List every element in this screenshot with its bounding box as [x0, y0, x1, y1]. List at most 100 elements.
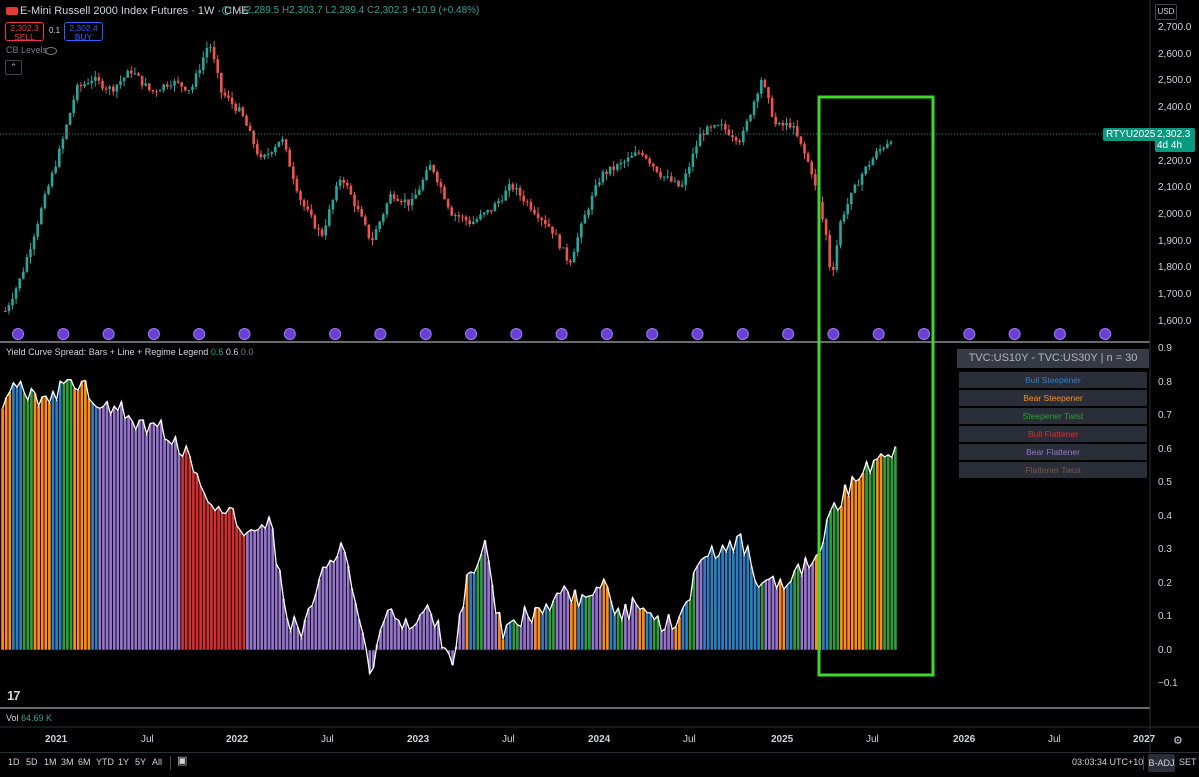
cb-levels-label[interactable]: CB Levels [6, 45, 48, 55]
calendar-icon[interactable]: ▣ [177, 755, 188, 767]
candle-body [284, 139, 288, 150]
spread-bar [310, 605, 315, 651]
spread-bar [861, 472, 865, 651]
spread-bar [263, 528, 268, 651]
spread-bar [108, 414, 113, 651]
candle-body [223, 92, 227, 96]
buy-button[interactable]: 2,302.4 BUY [64, 22, 103, 41]
spread-bar [810, 562, 815, 651]
candle-body [36, 224, 39, 237]
candle-body [140, 75, 144, 86]
flag-icon [6, 7, 18, 15]
candle-body [763, 79, 767, 88]
gear-icon[interactable]: ⚙ [1173, 735, 1183, 747]
spread-bar [735, 536, 739, 651]
candle-body [749, 114, 752, 121]
legend-row-bear-steepener: Bear Steepener [959, 390, 1147, 406]
spread-bar [123, 418, 127, 651]
spread-bar [807, 567, 811, 651]
range-1d[interactable]: 1D [8, 757, 20, 767]
range-3m[interactable]: 3M [61, 757, 74, 767]
spread-bar [713, 558, 718, 651]
candle-body [547, 223, 551, 227]
candle-body [346, 182, 349, 186]
candle-body [151, 89, 155, 92]
spread-bar [22, 392, 27, 651]
spread-bar [11, 382, 16, 651]
spread-bar [339, 542, 343, 651]
spread-bar [252, 530, 257, 651]
candle-body [115, 84, 119, 92]
market-status-icon[interactable] [222, 6, 231, 15]
range-6m[interactable]: 6M [78, 757, 91, 767]
candle-body [731, 135, 734, 138]
spread-bar [803, 557, 808, 651]
candle-body [634, 152, 637, 156]
volume-label[interactable]: Vol 64.69 K [6, 713, 52, 723]
ohlc-readout: O2,289.5 H2,303.7 L2,289.4 C2,302.3 +10.… [238, 5, 480, 16]
candle-body [90, 80, 93, 84]
range-ytd[interactable]: YTD [96, 757, 114, 767]
indicator-label[interactable]: Yield Curve Spread: Bars + Line + Regime… [6, 347, 253, 357]
spread-bar [529, 622, 534, 651]
candle-body [97, 77, 101, 81]
spread-bar [400, 628, 405, 651]
candle-body [281, 139, 284, 142]
candle-body [691, 153, 695, 167]
collapse-icon[interactable]: ⌃ [5, 60, 22, 75]
earnings-marker-icon [238, 328, 251, 340]
spread-line [1, 378, 897, 676]
spread-bar [839, 505, 844, 651]
candle-body [788, 122, 792, 128]
range-all[interactable]: All [152, 757, 163, 767]
candle-body [745, 120, 749, 131]
sell-button[interactable]: 2,302.3 SELL [5, 22, 44, 41]
tradingview-logo[interactable]: 17 [7, 688, 21, 703]
candle-body [227, 95, 230, 98]
spread-bar [151, 422, 156, 651]
spread-bar [583, 597, 588, 651]
range-1m[interactable]: 1M [44, 757, 57, 767]
spread-bar [709, 545, 714, 651]
candle-body [205, 48, 209, 58]
spread-bar [749, 565, 754, 651]
candle-body [396, 199, 399, 201]
candle-body [248, 125, 252, 131]
candle-body [554, 233, 558, 235]
earnings-marker-icon [283, 328, 296, 340]
eye-icon[interactable] [45, 47, 57, 55]
candle-body [328, 209, 331, 226]
symbol-title[interactable]: E-Mini Russell 2000 Index Futures · 1W ·… [20, 5, 249, 17]
back-adjust-button[interactable]: B-ADJ [1148, 754, 1175, 772]
spread-bar [558, 593, 563, 651]
settlement-button[interactable]: SET [1179, 757, 1197, 767]
range-5y[interactable]: 5Y [135, 757, 147, 767]
candle-body [461, 216, 464, 218]
event-markers [12, 328, 1112, 340]
range-5d[interactable]: 5D [26, 757, 38, 767]
candle-body [544, 220, 547, 224]
candle-body [292, 166, 295, 179]
spread-bar [609, 600, 613, 651]
candle-body [144, 83, 147, 86]
candle-body [32, 236, 36, 250]
spread-bar [418, 614, 423, 651]
spread-bar [601, 578, 606, 651]
currency-button[interactable]: USD [1155, 4, 1177, 20]
spread-bar [821, 541, 826, 651]
spread-bar [267, 516, 271, 651]
price-tick: 2,700.0 [1158, 22, 1192, 33]
spread-bar [101, 406, 106, 651]
earnings-marker-icon [646, 328, 659, 340]
spread-bar [220, 512, 225, 651]
candle-body [626, 157, 630, 162]
spread-bar [706, 555, 711, 651]
clock[interactable]: 03:03:34 UTC+10 [1072, 757, 1144, 767]
range-1y[interactable]: 1Y [118, 757, 130, 767]
spread-bar [778, 578, 783, 651]
spread-bar [342, 551, 347, 651]
spread-bar [763, 580, 768, 651]
time-label: 2025 [771, 734, 794, 745]
candle-body [565, 247, 569, 261]
